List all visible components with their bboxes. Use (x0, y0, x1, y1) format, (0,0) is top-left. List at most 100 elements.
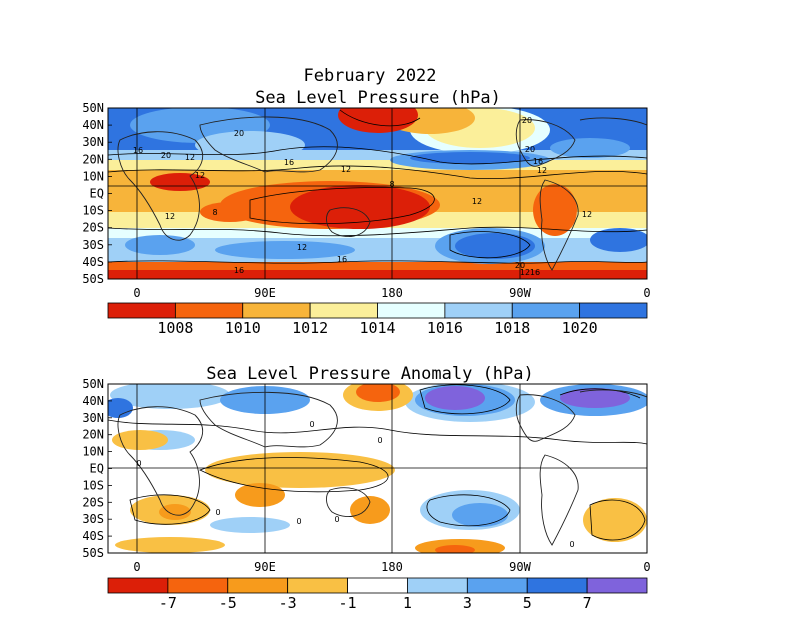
bottom-contours (108, 384, 647, 541)
colorbar-label: 1 (403, 594, 412, 612)
y-tick-label: 30N (82, 411, 104, 425)
top-blob-sa-high (125, 235, 195, 255)
top-field: 20 20 16 20 12 16 12 8 12 12 12 8 12 16 … (108, 108, 647, 279)
top-grid (108, 108, 647, 279)
y-tick-label: 40N (82, 394, 104, 408)
top-blob-atlantic (550, 108, 647, 145)
bot-clabel-5: 0 (136, 459, 141, 468)
y-tick-label: 50N (82, 101, 104, 115)
colorbar-label: -5 (219, 594, 237, 612)
colorbar-label: -1 (339, 594, 357, 612)
top-blob-sio-high (215, 241, 355, 259)
top-clabel-18: 12 (537, 166, 547, 175)
top-band-southern-deep (108, 270, 647, 279)
colorbar-swatch (347, 577, 408, 594)
colorbar-label: 1014 (359, 319, 395, 337)
top-blob-africa-low (150, 173, 210, 191)
colorbar-swatch (242, 302, 311, 319)
top-clabel-16: 20 (525, 145, 535, 154)
y-tick-label: 30S (82, 238, 104, 252)
y-tick-label: 50S (82, 546, 104, 560)
y-tick-label: 50S (82, 272, 104, 286)
y-tick-label: 40S (82, 529, 104, 543)
x-tick-label: 180 (381, 560, 403, 574)
top-clabel-2: 16 (133, 146, 143, 155)
y-tick-label: 40S (82, 255, 104, 269)
top-contour-labels: 20 20 16 20 12 16 12 8 12 12 12 8 12 16 … (133, 116, 592, 277)
y-tick-label: EQ (90, 462, 104, 476)
top-clabel-20: 12 (520, 268, 530, 277)
bot-blob-satl-e-neg (583, 498, 647, 542)
bot-blob-so-w-neg (115, 537, 225, 553)
top-x-ticks: 0 90E 180 90W 0 (133, 286, 650, 300)
top-clabel-5: 16 (284, 158, 294, 167)
colorbar-swatch (466, 577, 528, 594)
bottom-field: 0 0 0 0 0 0 0 (108, 384, 647, 553)
bot-clabel-4: 0 (569, 540, 574, 549)
bot-blob-so-neg2 (435, 545, 475, 553)
colorbar-label: -3 (279, 594, 297, 612)
top-continents (117, 116, 647, 271)
x-tick-label: 90E (254, 560, 276, 574)
colorbar-swatch (511, 302, 581, 319)
bottom-title: Sea Level Pressure Anomaly (hPa) (206, 364, 534, 384)
x-tick-label: 180 (381, 286, 403, 300)
top-clabel-0: 20 (234, 129, 244, 138)
colorbar-swatch (287, 577, 348, 594)
x-tick-label: 90W (509, 560, 531, 574)
colorbar-label: 3 (463, 594, 472, 612)
y-tick-label: 20S (82, 221, 104, 235)
bot-blob-aus-neg (350, 496, 390, 524)
top-clabel-14: 16 (234, 266, 244, 275)
colorbar-swatch (227, 577, 289, 594)
top-clabel-7: 8 (389, 180, 394, 189)
top-y-ticks: 50N 40N 30N 20N 10N EQ 10S 20S 30S 40S 50S (82, 101, 112, 286)
colorbar-swatch (167, 577, 229, 594)
colorbar-swatch (174, 302, 244, 319)
bot-blob-satl-neg2 (159, 504, 191, 520)
top-colorbar: 1008 1010 1012 1014 1016 1018 1020 (107, 302, 648, 337)
x-tick-label: 0 (133, 286, 140, 300)
top-clabel-17: 16 (533, 157, 543, 166)
top-contours (108, 109, 647, 264)
top-clabel-1: 20 (161, 151, 171, 160)
y-tick-label: 10N (82, 169, 104, 183)
bot-blob-npac-max (425, 386, 485, 410)
y-tick-label: 20S (82, 495, 104, 509)
colorbar-label: 1010 (225, 319, 261, 337)
top-clabel-8: 12 (165, 212, 175, 221)
colorbar-swatch (377, 302, 446, 319)
y-tick-label: 10S (82, 204, 104, 218)
colorbar-label: 5 (523, 594, 532, 612)
top-blob-satl-high (590, 228, 647, 252)
top-blob-asia-high-edge (195, 131, 305, 159)
colorbar-swatch (526, 577, 588, 594)
colorbar-label: 1020 (562, 319, 598, 337)
top-clabel-13: 16 (337, 255, 347, 264)
top-clabel-3: 20 (522, 116, 532, 125)
y-tick-label: 30S (82, 512, 104, 526)
y-tick-label: EQ (90, 187, 104, 201)
x-tick-label: 90E (254, 286, 276, 300)
colorbar-swatch (586, 577, 648, 594)
bot-blob-sepac-pos2 (452, 503, 508, 527)
top-blob-sepac-high-core (455, 233, 535, 259)
top-blob-npac-high-core (410, 152, 530, 164)
top-blob-amazon-low (533, 184, 577, 236)
top-blob-aleutian-low (338, 108, 418, 133)
colorbar-swatch (579, 302, 648, 319)
bot-blob-sio-neg (235, 483, 285, 507)
y-tick-label: 50N (82, 377, 104, 391)
colorbar-swatch (107, 302, 176, 319)
colorbar-label: 1012 (292, 319, 328, 337)
colorbar-label: -7 (159, 594, 177, 612)
top-title: February 2022 (303, 66, 436, 86)
y-tick-label: 20N (82, 152, 104, 166)
x-tick-label: 90W (509, 286, 531, 300)
top-blob-azores (550, 138, 630, 158)
top-clabel-19: 12 (195, 171, 205, 180)
bot-blob-natl-max (560, 388, 630, 408)
x-tick-label: 0 (643, 286, 650, 300)
top-blob-indian-low (200, 202, 260, 222)
